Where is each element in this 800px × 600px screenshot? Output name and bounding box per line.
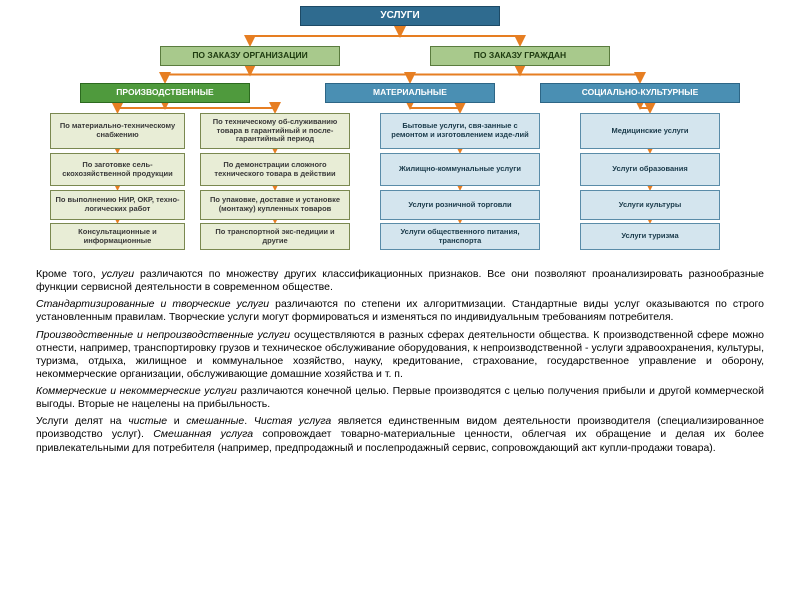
p5-em4: Смешанная услуга bbox=[153, 428, 253, 440]
paragraph-4: Коммерческие и некоммерческие услуги раз… bbox=[36, 385, 764, 411]
node-leaf-c2-r0: Бытовые услуги, свя-занные с ремонтом и … bbox=[380, 113, 540, 149]
p4-em: Коммерческие и некоммерческие услуги bbox=[36, 385, 237, 397]
p3-em: Производственные и непроизводственные ус… bbox=[36, 329, 290, 341]
node-cat-soc: СОЦИАЛЬНО-КУЛЬТУРНЫЕ bbox=[540, 83, 740, 103]
p1-lead: Кроме того, bbox=[36, 268, 102, 280]
p1-em: услуги bbox=[102, 268, 135, 280]
node-root: УСЛУГИ bbox=[300, 6, 500, 26]
node-leaf-c0-r3: Консультационные и информационные bbox=[50, 223, 185, 250]
node-leaf-c2-r3: Услуги общественного питания, транспорта bbox=[380, 223, 540, 250]
p5-a: Услуги делят на bbox=[36, 415, 128, 427]
p1-body: различаются по множеству других классифи… bbox=[36, 268, 764, 293]
node-leaf-c1-r0: По техническому об-служиванию товара в г… bbox=[200, 113, 350, 149]
p5-em1: чистые bbox=[128, 415, 167, 427]
node-order-org: ПО ЗАКАЗУ ОРГАНИЗАЦИИ bbox=[160, 46, 340, 66]
node-leaf-c2-r2: Услуги розничной торговли bbox=[380, 190, 540, 220]
p5-em2: смешанные bbox=[186, 415, 244, 427]
paragraph-2: Стандартизированные и творческие услуги … bbox=[36, 298, 764, 324]
node-leaf-c0-r0: По материально-техническому снабжению bbox=[50, 113, 185, 149]
node-leaf-c2-r1: Жилищно-коммунальные услуги bbox=[380, 153, 540, 186]
p5-em3: Чистая услуга bbox=[254, 415, 331, 427]
node-leaf-c3-r1: Услуги образования bbox=[580, 153, 720, 186]
node-leaf-c1-r2: По упаковке, доставке и установке (монта… bbox=[200, 190, 350, 220]
node-leaf-c3-r2: Услуги культуры bbox=[580, 190, 720, 220]
paragraph-5: Услуги делят на чистые и смешанные. Чист… bbox=[36, 415, 764, 454]
paragraph-3: Производственные и непроизводственные ус… bbox=[36, 329, 764, 382]
node-cat-mat: МАТЕРИАЛЬНЫЕ bbox=[325, 83, 495, 103]
body-text: Кроме того, услуги различаются по множес… bbox=[0, 260, 800, 469]
node-cat-prod: ПРОИЗВОДСТВЕННЫЕ bbox=[80, 83, 250, 103]
node-leaf-c0-r2: По выполнению НИР, ОКР, техно-логических… bbox=[50, 190, 185, 220]
node-leaf-c0-r1: По заготовке сель-скохозяйственной проду… bbox=[50, 153, 185, 186]
p5-c: . bbox=[244, 415, 254, 427]
services-hierarchy-diagram: УСЛУГИ ПО ЗАКАЗУ ОРГАНИЗАЦИИ ПО ЗАКАЗУ ГРА… bbox=[0, 0, 800, 260]
p5-b: и bbox=[167, 415, 186, 427]
paragraph-1: Кроме того, услуги различаются по множес… bbox=[36, 268, 764, 294]
node-order-citizen: ПО ЗАКАЗУ ГРАЖДАН bbox=[430, 46, 610, 66]
p2-em: Стандартизированные и творческие услуги bbox=[36, 298, 269, 310]
node-leaf-c1-r1: По демонстрации сложного технического то… bbox=[200, 153, 350, 186]
node-leaf-c3-r3: Услуги туризма bbox=[580, 223, 720, 250]
node-leaf-c3-r0: Медицинские услуги bbox=[580, 113, 720, 149]
node-leaf-c1-r3: По транспортной экс-педиции и другие bbox=[200, 223, 350, 250]
